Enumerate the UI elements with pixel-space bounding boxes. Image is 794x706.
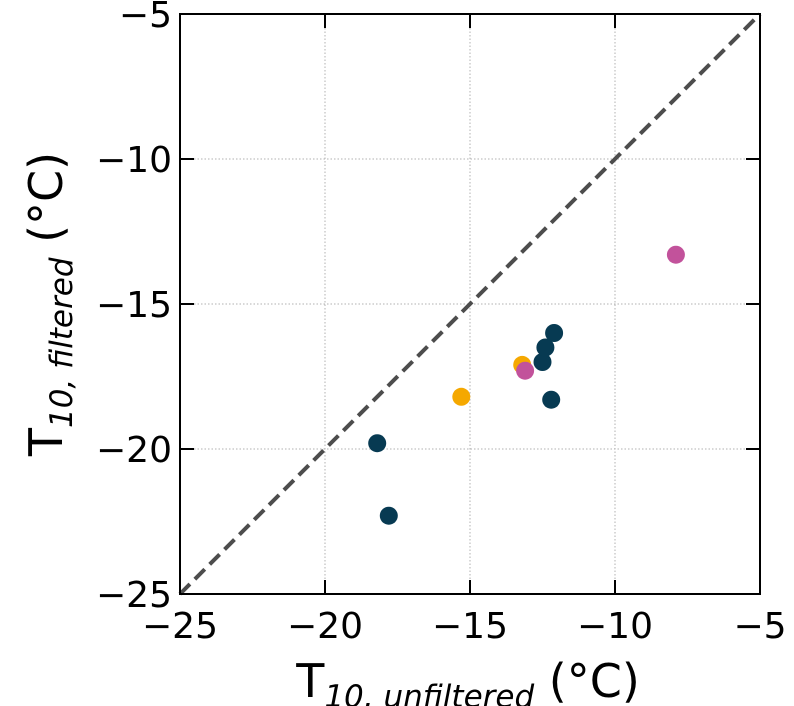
- y-axis-label-sub: 10, filtered: [44, 257, 80, 428]
- y-axis-label-main: T: [19, 427, 73, 457]
- x-axis-label-main: T: [295, 654, 325, 706]
- tick-marks: [179, 13, 761, 595]
- x-axis-label: T10, unfiltered (°C): [295, 654, 640, 706]
- y-axis-label-unit: (°C): [19, 152, 73, 258]
- x-axis-label-unit: (°C): [534, 654, 640, 706]
- x-tick-label: −5: [733, 606, 786, 647]
- data-point: [666, 245, 685, 264]
- data-points: [368, 245, 685, 525]
- x-tick-label: −20: [287, 606, 363, 647]
- y-tick-label: −5: [119, 0, 172, 36]
- x-axis-label-sub: 10, unfiltered: [324, 679, 534, 706]
- x-tick-label: −25: [142, 606, 218, 647]
- y-axis-label: T10, filtered (°C): [19, 152, 80, 457]
- x-tick-labels: −25 −20 −15 −10 −5: [142, 606, 787, 647]
- data-point: [516, 361, 535, 380]
- data-point: [542, 390, 561, 409]
- reference-line: [178, 12, 762, 596]
- data-point: [368, 434, 387, 453]
- y-tick-label: −15: [96, 285, 172, 326]
- y-tick-label: −10: [96, 140, 172, 181]
- data-point: [379, 506, 398, 525]
- data-point: [545, 324, 564, 342]
- y-tick-label: −20: [96, 430, 172, 471]
- x-tick-label: −15: [432, 606, 508, 647]
- reference-line-group: [178, 12, 762, 596]
- data-point: [533, 353, 552, 371]
- y-tick-label: −25: [96, 575, 172, 616]
- data-point: [452, 387, 471, 406]
- x-tick-label: −10: [577, 606, 653, 647]
- y-tick-labels: −25 −20 −15 −10 −5: [96, 0, 172, 616]
- data-point: [536, 338, 555, 357]
